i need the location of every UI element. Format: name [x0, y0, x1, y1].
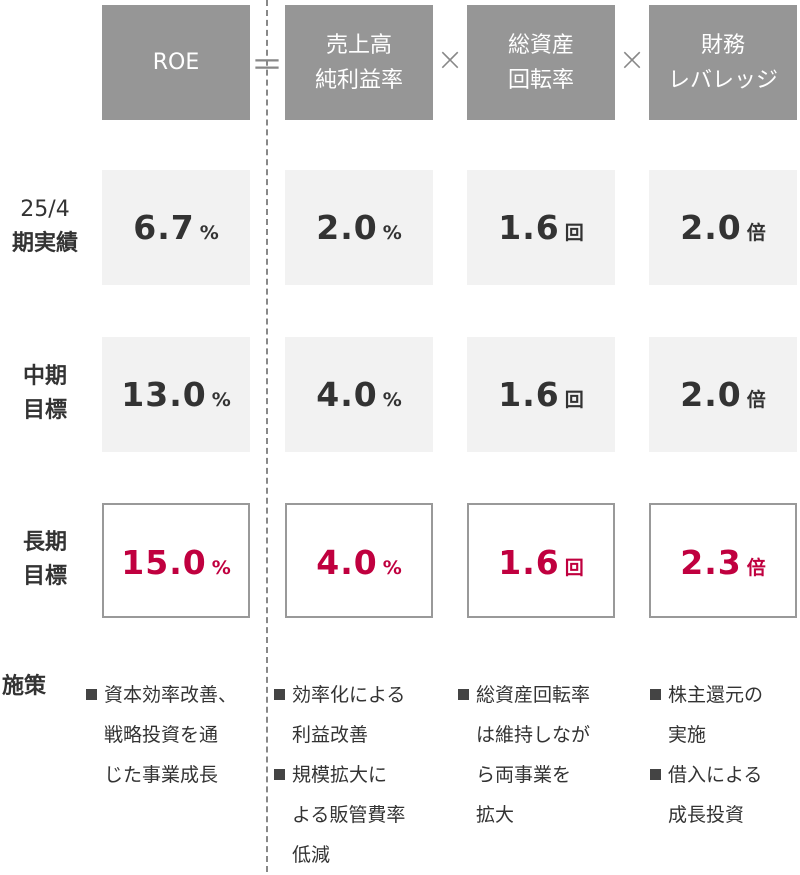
header-label: レバレッジ — [667, 67, 778, 93]
value-number: 1.6 — [498, 375, 560, 414]
header-roe-label: ROE — [152, 50, 200, 75]
value-number: 4.0 — [316, 375, 378, 414]
measure-item-line: 成長投資 — [668, 804, 745, 826]
value-cell: 2.0 倍 — [649, 170, 797, 285]
measure-item-line: 総資産回転率 — [458, 675, 590, 715]
value-cell: 1.6 回 — [467, 503, 615, 618]
value-cell: 2.3 倍 — [649, 503, 797, 618]
value-cell: 6.7% — [102, 170, 250, 285]
measure-item-line: じた事業成長 — [104, 764, 219, 786]
row-label: 中期 目標 — [0, 360, 90, 428]
measures-label: 施策 — [2, 674, 47, 699]
value-number: 2.3 — [680, 543, 742, 582]
value-unit: 回 — [564, 557, 584, 579]
row-label-line: 長期 — [22, 530, 67, 555]
measure-column: 効率化による利益改善規模拡大による販管費率 低減 — [274, 675, 405, 875]
measure-item-line: 戦略投資を通 — [104, 724, 219, 746]
value-cell: 13.0% — [102, 337, 250, 452]
measure-item-line: は維持しなが — [476, 724, 591, 746]
header-label: 純利益率 — [314, 67, 403, 93]
value-unit: 回 — [564, 222, 584, 244]
header-asset-turnover: 総資産 回転率 — [467, 5, 615, 120]
equals-sign: ＝ — [250, 46, 283, 84]
value-cell: 1.6 回 — [467, 170, 615, 285]
value-number: 1.6 — [498, 208, 560, 247]
header-leverage: 財務 レバレッジ — [649, 5, 797, 120]
value-unit: 回 — [564, 389, 584, 411]
value-unit: % — [211, 389, 231, 411]
row-label: 長期 目標 — [0, 526, 90, 594]
value-unit: 倍 — [746, 389, 766, 411]
row-label-line: 期実績 — [11, 231, 78, 256]
value-cell: 15.0% — [102, 503, 250, 618]
header-label: 財務 — [700, 32, 745, 58]
value-unit: % — [199, 222, 219, 244]
value-number: 2.0 — [680, 208, 742, 247]
value-cell: 2.0 倍 — [649, 337, 797, 452]
row-label: 25/4 期実績 — [0, 193, 90, 261]
row-label-line: 目標 — [22, 398, 67, 423]
value-cell: 2.0% — [285, 170, 433, 285]
value-unit: % — [382, 222, 402, 244]
value-unit: % — [382, 389, 402, 411]
row-label-line: 目標 — [22, 564, 67, 589]
measure-item-line: 効率化による — [274, 675, 405, 715]
measure-item-line: 資本効率改善、 — [86, 675, 237, 715]
measure-item-line: ら両事業を — [476, 764, 572, 786]
measure-column: 株主還元の実施借入による成長投資 — [650, 675, 763, 835]
measure-item-line: よる販管費率 — [292, 804, 406, 826]
row-label-line: 25/4 — [20, 197, 70, 222]
value-cell: 4.0% — [285, 503, 433, 618]
value-number: 6.7 — [133, 208, 195, 247]
row-label-line: 中期 — [22, 364, 67, 389]
value-number: 1.6 — [498, 543, 560, 582]
measure-item-line: 借入による — [650, 755, 763, 795]
value-number: 4.0 — [316, 543, 378, 582]
times-sign: × — [618, 40, 646, 78]
value-unit: 倍 — [746, 557, 766, 579]
header-label: 総資産 — [507, 32, 574, 58]
times-sign: × — [436, 40, 464, 78]
header-label: 回転率 — [507, 67, 574, 93]
header-roe: ROE — [102, 5, 250, 120]
measure-item-line: 拡大 — [476, 804, 515, 826]
value-unit: 倍 — [746, 222, 766, 244]
header-net-margin: 売上高 純利益率 — [285, 5, 433, 120]
value-number: 2.0 — [680, 375, 742, 414]
measure-item-line: 利益改善 — [292, 724, 369, 746]
value-number: 2.0 — [316, 208, 378, 247]
measure-item-line: 規模拡大に — [274, 755, 405, 795]
measure-column: 資本効率改善、戦略投資を通 じた事業成長 — [86, 675, 237, 795]
measure-item-line: 実施 — [668, 724, 707, 746]
divider-dashed — [266, 0, 268, 872]
measure-item-line: 株主還元の — [650, 675, 763, 715]
measure-column: 総資産回転率は維持しなが ら両事業を拡大 — [458, 675, 590, 835]
value-unit: % — [211, 557, 231, 579]
value-cell: 4.0% — [285, 337, 433, 452]
value-number: 15.0 — [121, 543, 207, 582]
value-unit: % — [382, 557, 402, 579]
measure-item-line: 低減 — [292, 844, 331, 866]
value-number: 13.0 — [121, 375, 207, 414]
value-cell: 1.6 回 — [467, 337, 615, 452]
header-label: 売上高 — [325, 32, 392, 58]
